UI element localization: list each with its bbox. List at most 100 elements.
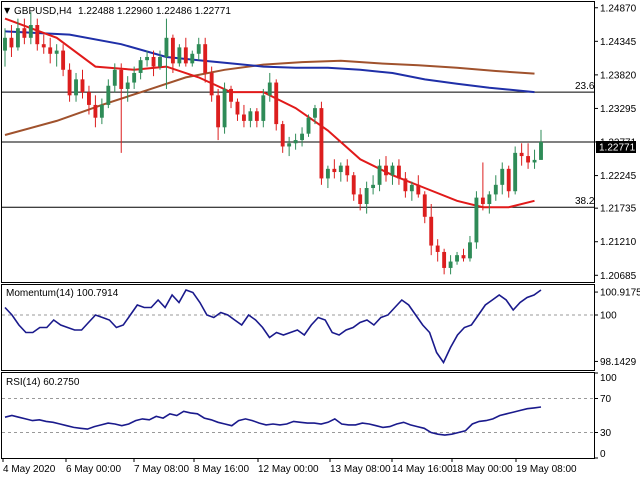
candle-body [216,95,221,128]
candle-body [526,156,531,163]
candle-body [442,251,447,268]
time-axis-ticks: 4 May 2020 6 May 00:00 7 May 08:00 8 May 16… [2,458,577,475]
candle-body [384,165,388,176]
price-tick-label: 1.23820 [600,70,637,81]
candle-body [203,44,208,73]
candle-body [132,72,137,83]
rsi-indicator: 100 70 30 0 [2,372,617,460]
candle-body [158,56,162,67]
rsi-tick-label: 0 [600,449,606,460]
candle-body [325,168,330,179]
time-tick-label: 7 May 08:00 [134,464,189,475]
candle-body [313,108,317,118]
momentum-tick-label: 100.9175 [600,288,640,299]
fib-level-label: 23.6 [575,81,595,92]
candle-body [242,114,246,121]
candle-body [145,56,150,61]
candle-body [22,28,27,38]
candle-body [261,95,266,121]
candle-body [364,188,369,205]
rsi-label: RSI(14) 60.2750 [6,377,80,388]
momentum-tick-label: 98.1429 [600,357,637,368]
candle-body [500,168,505,185]
candle-body [235,101,240,115]
candle-body [293,140,298,144]
candle-body [15,28,20,48]
candle-body [506,168,511,192]
candle-body [267,82,272,96]
fib-level-label: 38.2 [575,196,595,207]
candle-body [170,37,175,64]
candle-body [106,85,111,105]
price-tick-label: 1.23295 [600,104,637,115]
candle-body [112,69,117,86]
candle-body [539,142,543,160]
candle-body [196,44,201,54]
candle-body [87,92,91,105]
moving-averages [4,17,535,209]
candle-body [254,111,259,121]
momentum-pane-frame [1,284,595,371]
candle-body [300,133,304,141]
candle-body [48,47,53,54]
candle-body [248,111,253,121]
rsi-tick-label: 100 [600,373,617,384]
candle-body [390,165,395,176]
rsi-line [4,406,542,436]
candle-body [119,69,124,89]
candle-body [125,82,130,89]
candle-body [416,184,421,195]
time-tick-label: 13 May 08:00 [330,464,391,475]
candle-body [287,143,292,147]
candle-body [74,79,78,96]
candle-body [306,117,311,134]
candle-body [403,178,408,192]
candle-body [222,88,227,128]
candle-body [319,108,324,179]
rsi-tick-label: 30 [600,428,612,439]
momentum-tick-label: 100 [600,311,617,322]
chart-collapse-icon[interactable]: ▼ [4,6,11,15]
price-tick-label: 1.24345 [600,37,637,48]
candle-body [28,25,33,38]
time-tick-label: 4 May 2020 [3,464,56,475]
fibonacci-levels: 23.6 38.2 [2,81,595,208]
candle-body [429,216,434,246]
price-tick-label: 1.21210 [600,237,637,248]
sma-blue-line [4,30,535,94]
candle-body [54,50,59,54]
candle-body [371,184,376,189]
candle-body [409,184,414,192]
candle-body [338,165,343,173]
candle-body [9,37,14,48]
time-tick-label: 19 May 08:00 [516,464,577,475]
candle-body [80,79,85,93]
candle-body [455,255,459,262]
candle-body [209,72,214,96]
candle-body [345,165,350,176]
candle-body [493,184,498,195]
candle-body [35,25,40,45]
candle-body [151,56,156,67]
candle-body [41,44,46,48]
candle-body [99,104,104,118]
candlesticks [3,12,543,275]
candle-body [274,82,279,125]
price-tick-label: 1.24870 [600,3,637,14]
candle-body [332,168,337,173]
candle-body [532,159,537,163]
current-price-label: 1.22771 [599,143,636,154]
candle-body [487,194,492,205]
candle-body [164,37,169,57]
symbol-timeframe-label: GBPUSD,H4 [14,6,72,17]
candle-body [358,194,363,205]
candle-body [280,124,285,147]
price-tick-label: 1.22245 [600,171,637,182]
candle-body [396,165,401,179]
time-tick-label: 12 May 00:00 [258,464,319,475]
momentum-label: Momentum(14) 100.7914 [6,288,119,299]
momentum-line [4,289,542,365]
candle-body [229,88,233,102]
momentum-indicator: 100.9175 100 98.1429 [2,288,640,368]
